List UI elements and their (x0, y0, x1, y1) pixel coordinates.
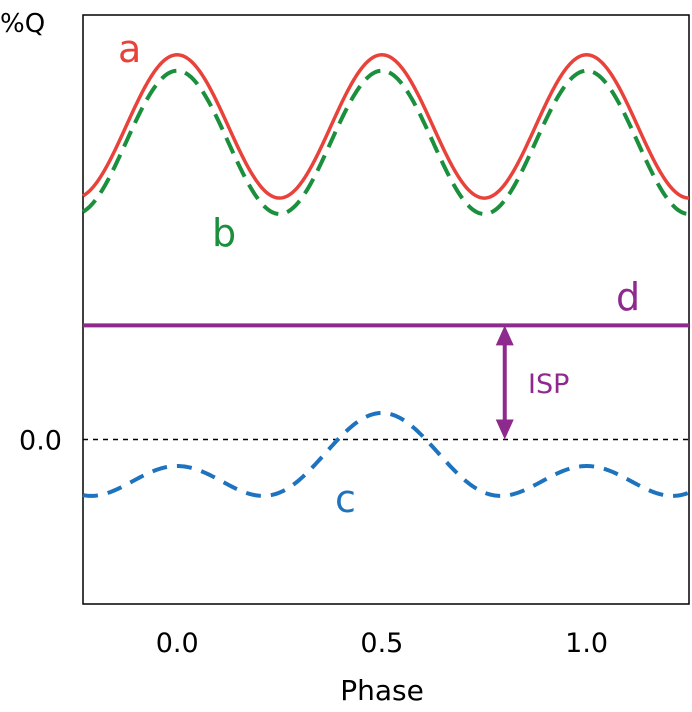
series-c-line (82, 410, 690, 498)
series-label-c: c (335, 477, 356, 521)
series-label-a: a (118, 27, 141, 71)
series-label-d: d (616, 275, 640, 319)
isp-arrow-head-top (495, 325, 514, 346)
y-tick-label: 0.0 (19, 426, 62, 457)
isp-arrow-head-bottom (495, 419, 514, 440)
series-label-b: b (212, 211, 236, 255)
plot-frame (82, 14, 690, 605)
series-b-line (81, 68, 690, 216)
x-tick-label: 0.5 (360, 628, 403, 659)
series-a-line (82, 53, 690, 200)
x-tick-label: 1.0 (565, 628, 608, 659)
series-group (81, 53, 690, 498)
axes-group: 0.0 0.5 1.0 0.0 (19, 426, 608, 659)
isp-annotation-label: ISP (528, 369, 569, 400)
y-axis-label: %Q (0, 9, 45, 39)
x-tick-label: 0.0 (156, 628, 199, 659)
x-axis-label: Phase (340, 674, 424, 707)
